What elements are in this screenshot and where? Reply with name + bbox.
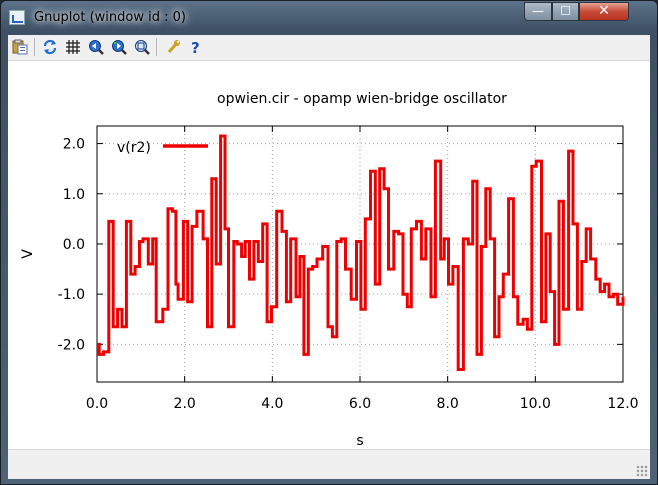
zoom-next-icon[interactable]	[111, 39, 127, 55]
toolbar: ?	[8, 35, 650, 61]
legend: v(r2)	[117, 140, 208, 156]
y-tick-label: -1.0	[58, 287, 85, 303]
svg-text:?: ?	[191, 39, 200, 55]
y-tick-label: 2.0	[63, 137, 85, 153]
x-axis: 0.0 2.0 4.0 6.0 8.0 10.0 12.0	[86, 126, 639, 412]
maximize-button[interactable]: ☐	[552, 2, 579, 21]
x-tick-label: 10.0	[520, 396, 551, 412]
chart-title: opwien.cir - opamp wien-bridge oscillato…	[217, 91, 507, 107]
x-tick-label: 6.0	[349, 396, 371, 412]
x-tick-label: 8.0	[437, 396, 459, 412]
replot-icon[interactable]	[42, 39, 58, 55]
x-tick-label: 0.0	[86, 396, 108, 412]
options-wrench-icon[interactable]	[165, 39, 181, 55]
resize-grip-icon[interactable]	[636, 465, 648, 477]
window-title: Gnuplot (window id : 0)	[34, 10, 186, 25]
y-axis: 2.0 1.0 0.0 -1.0 -2.0	[58, 137, 623, 353]
y-axis-label: V	[20, 249, 36, 259]
x-tick-label: 4.0	[261, 396, 283, 412]
x-axis-label: s	[356, 433, 363, 449]
y-tick-label: -2.0	[58, 337, 85, 353]
legend-label: v(r2)	[117, 140, 151, 156]
zoom-previous-icon[interactable]	[88, 39, 104, 55]
gnuplot-app-icon[interactable]	[9, 10, 25, 25]
series-layer	[97, 134, 625, 371]
plot-area[interactable]: opwien.cir - opamp wien-bridge oscillato…	[8, 61, 650, 449]
toolbar-separator	[34, 38, 35, 56]
y-tick-label: 0.0	[63, 237, 85, 253]
chart: opwien.cir - opamp wien-bridge oscillato…	[20, 91, 639, 449]
close-button[interactable]: ✕	[579, 2, 629, 21]
grid-icon[interactable]	[65, 39, 81, 55]
toolbar-separator	[156, 38, 157, 56]
help-icon[interactable]: ?	[188, 39, 204, 55]
copy-clipboard-icon[interactable]	[12, 39, 28, 55]
series-line-v-r2	[97, 134, 625, 371]
title-bar[interactable]: Gnuplot (window id : 0) — ☐ ✕	[1, 1, 657, 35]
zoom-unzoom-icon[interactable]	[134, 39, 150, 55]
y-tick-label: 1.0	[63, 187, 85, 203]
minimize-button[interactable]: —	[524, 2, 552, 21]
x-tick-label: 12.0	[607, 396, 638, 412]
status-bar	[8, 449, 650, 479]
x-tick-label: 2.0	[174, 396, 196, 412]
